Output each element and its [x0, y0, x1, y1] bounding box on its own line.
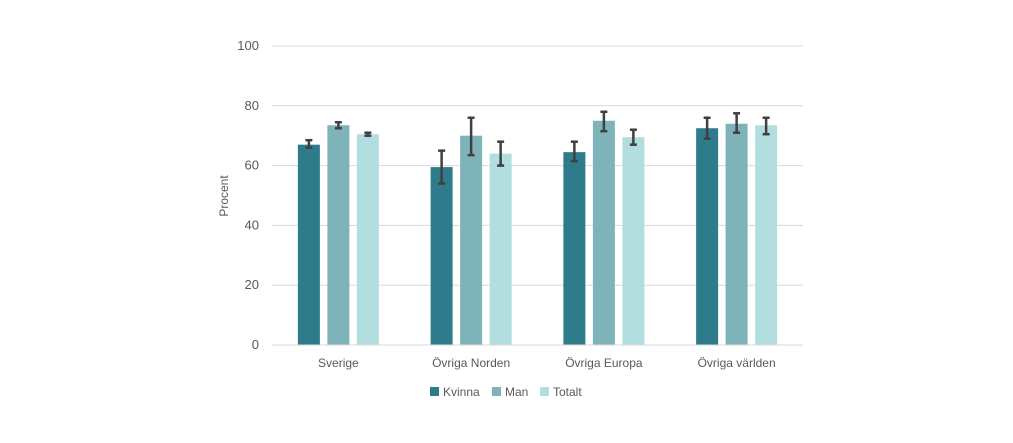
legend-label: Totalt: [553, 385, 582, 399]
y-tick-label: 60: [245, 158, 259, 173]
error-bars: [305, 110, 770, 185]
bar-totalt-3: [755, 125, 778, 345]
legend-swatch: [430, 387, 439, 396]
bar-man-0: [327, 125, 350, 345]
y-tick-label: 20: [245, 277, 259, 292]
x-category-label: Övriga världen: [698, 356, 776, 370]
y-tick-label: 100: [237, 38, 259, 53]
legend-label: Kvinna: [443, 385, 480, 399]
bar-kvinna-0: [297, 144, 320, 345]
x-axis-categories: Sverige Övriga Norden Övriga Europa Övriga …: [318, 356, 776, 370]
x-category-label: Övriga Norden: [432, 356, 510, 370]
error-bar: [600, 110, 608, 133]
legend-label: Man: [505, 385, 528, 399]
bar-man-3: [725, 123, 748, 346]
legend-swatch: [492, 387, 501, 396]
bar-man-2: [592, 120, 615, 345]
legend-item-kvinna: Kvinna: [430, 385, 480, 399]
error-bar: [497, 140, 505, 167]
legend-item-man: Man: [492, 385, 528, 399]
error-bar: [364, 131, 372, 137]
y-axis-ticks: 0 20 40 60 80 100: [237, 38, 259, 352]
y-axis-label: Procent: [217, 175, 231, 217]
error-bar: [703, 116, 711, 140]
error-bar: [733, 112, 741, 134]
legend: Kvinna Man Totalt: [430, 385, 582, 399]
error-bar: [438, 149, 446, 185]
gridlines: [272, 45, 803, 286]
y-tick-label: 40: [245, 217, 259, 232]
error-bar: [305, 138, 313, 149]
bar-man-1: [460, 135, 483, 345]
error-bar: [334, 120, 342, 130]
bar-kvinna-2: [563, 152, 586, 345]
error-bar: [570, 140, 578, 163]
bar-totalt-2: [622, 137, 645, 345]
error-bar: [762, 116, 770, 136]
y-tick-label: 80: [245, 98, 259, 113]
legend-swatch: [540, 387, 549, 396]
y-tick-label: 0: [252, 337, 259, 352]
legend-item-totalt: Totalt: [540, 385, 582, 399]
bars: [297, 120, 778, 346]
x-category-label: Övriga Europa: [565, 356, 643, 370]
error-bar: [467, 116, 475, 157]
error-bar: [629, 128, 637, 146]
bar-kvinna-1: [430, 167, 453, 345]
bar-totalt-1: [489, 153, 512, 345]
bar-totalt-0: [356, 134, 379, 345]
x-category-label: Sverige: [318, 356, 359, 370]
bar-kvinna-3: [696, 128, 719, 345]
